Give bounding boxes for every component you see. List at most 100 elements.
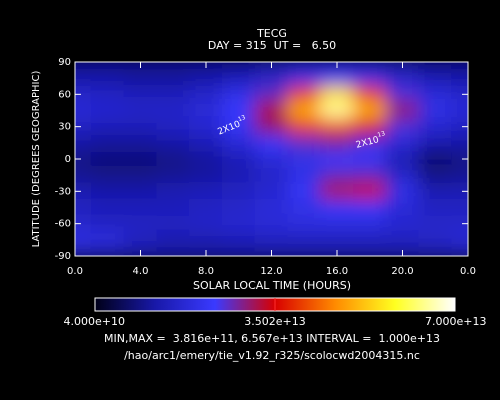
heat-cell (123, 69, 158, 87)
heat-cell (287, 215, 322, 233)
heat-cell (156, 247, 191, 256)
heat-cell (90, 231, 125, 249)
heat-cell (418, 182, 453, 200)
heat-cell (123, 150, 158, 168)
heat-cell (385, 166, 420, 184)
heat-cell (451, 134, 468, 152)
heat-cell (385, 182, 420, 200)
heat-cell (254, 166, 289, 184)
heat-cell (352, 134, 387, 152)
heat-cell (156, 134, 191, 152)
heat-cell (90, 182, 125, 200)
heat-cell (189, 150, 223, 168)
heat-cell (385, 134, 420, 152)
heat-cell (320, 198, 354, 217)
colorbar-tick-label: 4.000e+10 (64, 315, 125, 328)
heat-cell (320, 69, 354, 87)
y-tick-label: -60 (55, 219, 71, 230)
heat-cell (451, 198, 468, 217)
heat-cell (189, 198, 223, 217)
heat-cell (320, 182, 354, 200)
heat-cell (156, 118, 191, 136)
heat-cell (90, 198, 125, 217)
heat-cell (352, 182, 387, 200)
heat-cell (418, 198, 453, 217)
y-tick-label: -90 (55, 251, 71, 262)
heat-cell (254, 198, 289, 217)
heat-cell (123, 231, 158, 249)
y-tick-label: 0 (65, 154, 71, 165)
heat-cell (451, 69, 468, 87)
heat-cell (90, 62, 125, 71)
heat-cell (254, 231, 289, 249)
footer-stats: MIN,MAX = 3.816e+11, 6.567e+13 INTERVAL … (104, 332, 440, 345)
heat-cell (352, 150, 387, 168)
heat-cell (189, 101, 223, 120)
heat-cell (352, 101, 387, 120)
heat-cell (385, 231, 420, 249)
heat-cell (418, 134, 453, 152)
x-tick-label: 4.0 (133, 266, 149, 277)
heat-cell (156, 85, 191, 103)
contour-label-exponent: 13 (237, 113, 247, 122)
heat-cell (287, 118, 322, 136)
heat-cell (451, 215, 468, 233)
heat-cell (451, 118, 468, 136)
heat-cell (451, 247, 468, 256)
x-tick-label: 0.0 (460, 266, 476, 277)
x-tick-label: 0.0 (67, 266, 83, 277)
heat-cell (90, 85, 125, 103)
heat-cell (123, 134, 158, 152)
heat-cell (75, 231, 92, 249)
heat-cell (287, 166, 322, 184)
heat-cell (90, 150, 125, 168)
heat-cell (385, 150, 420, 168)
heat-cell (75, 101, 92, 120)
heat-cell (123, 101, 158, 120)
heat-cell (254, 150, 289, 168)
heat-cell (451, 166, 468, 184)
heat-cell (418, 150, 453, 168)
heat-cell (189, 231, 223, 249)
heat-cell (123, 85, 158, 103)
heat-cell (90, 215, 125, 233)
heat-cell (451, 150, 468, 168)
heat-cell (418, 231, 453, 249)
heat-cell (75, 85, 92, 103)
heat-cell (90, 166, 125, 184)
heat-cell (90, 134, 125, 152)
heat-cell (90, 69, 125, 87)
heat-cell (385, 118, 420, 136)
x-tick-label: 20.0 (391, 266, 413, 277)
heat-cell (90, 247, 125, 256)
heat-cell (221, 247, 256, 256)
heat-cell (156, 182, 191, 200)
colorbar-tick-label: 7.000e+13 (425, 315, 486, 328)
heat-cell (352, 198, 387, 217)
heat-cell (189, 182, 223, 200)
colorbar-tick-label: 3.502e+13 (244, 315, 305, 328)
heat-cell (352, 69, 387, 87)
heat-cell (352, 62, 387, 71)
heat-cell (352, 118, 387, 136)
heat-cell (221, 166, 256, 184)
x-tick-label: 12.0 (260, 266, 282, 277)
y-tick-label: 30 (58, 122, 71, 133)
heat-cell (254, 134, 289, 152)
heat-cell (352, 85, 387, 103)
heat-cell (418, 69, 453, 87)
heat-cell (75, 198, 92, 217)
y-tick-label: 90 (58, 57, 71, 68)
heat-cell (156, 101, 191, 120)
heat-cell (418, 215, 453, 233)
heat-cell (221, 62, 256, 71)
heat-cell (320, 231, 354, 249)
heat-cell (418, 101, 453, 120)
heat-cell (451, 101, 468, 120)
heat-cell (385, 85, 420, 103)
heat-cell (352, 231, 387, 249)
chart-subtitle: DAY = 315 UT = 6.50 (208, 39, 336, 52)
heat-cell (320, 166, 354, 184)
heat-cell (287, 198, 322, 217)
